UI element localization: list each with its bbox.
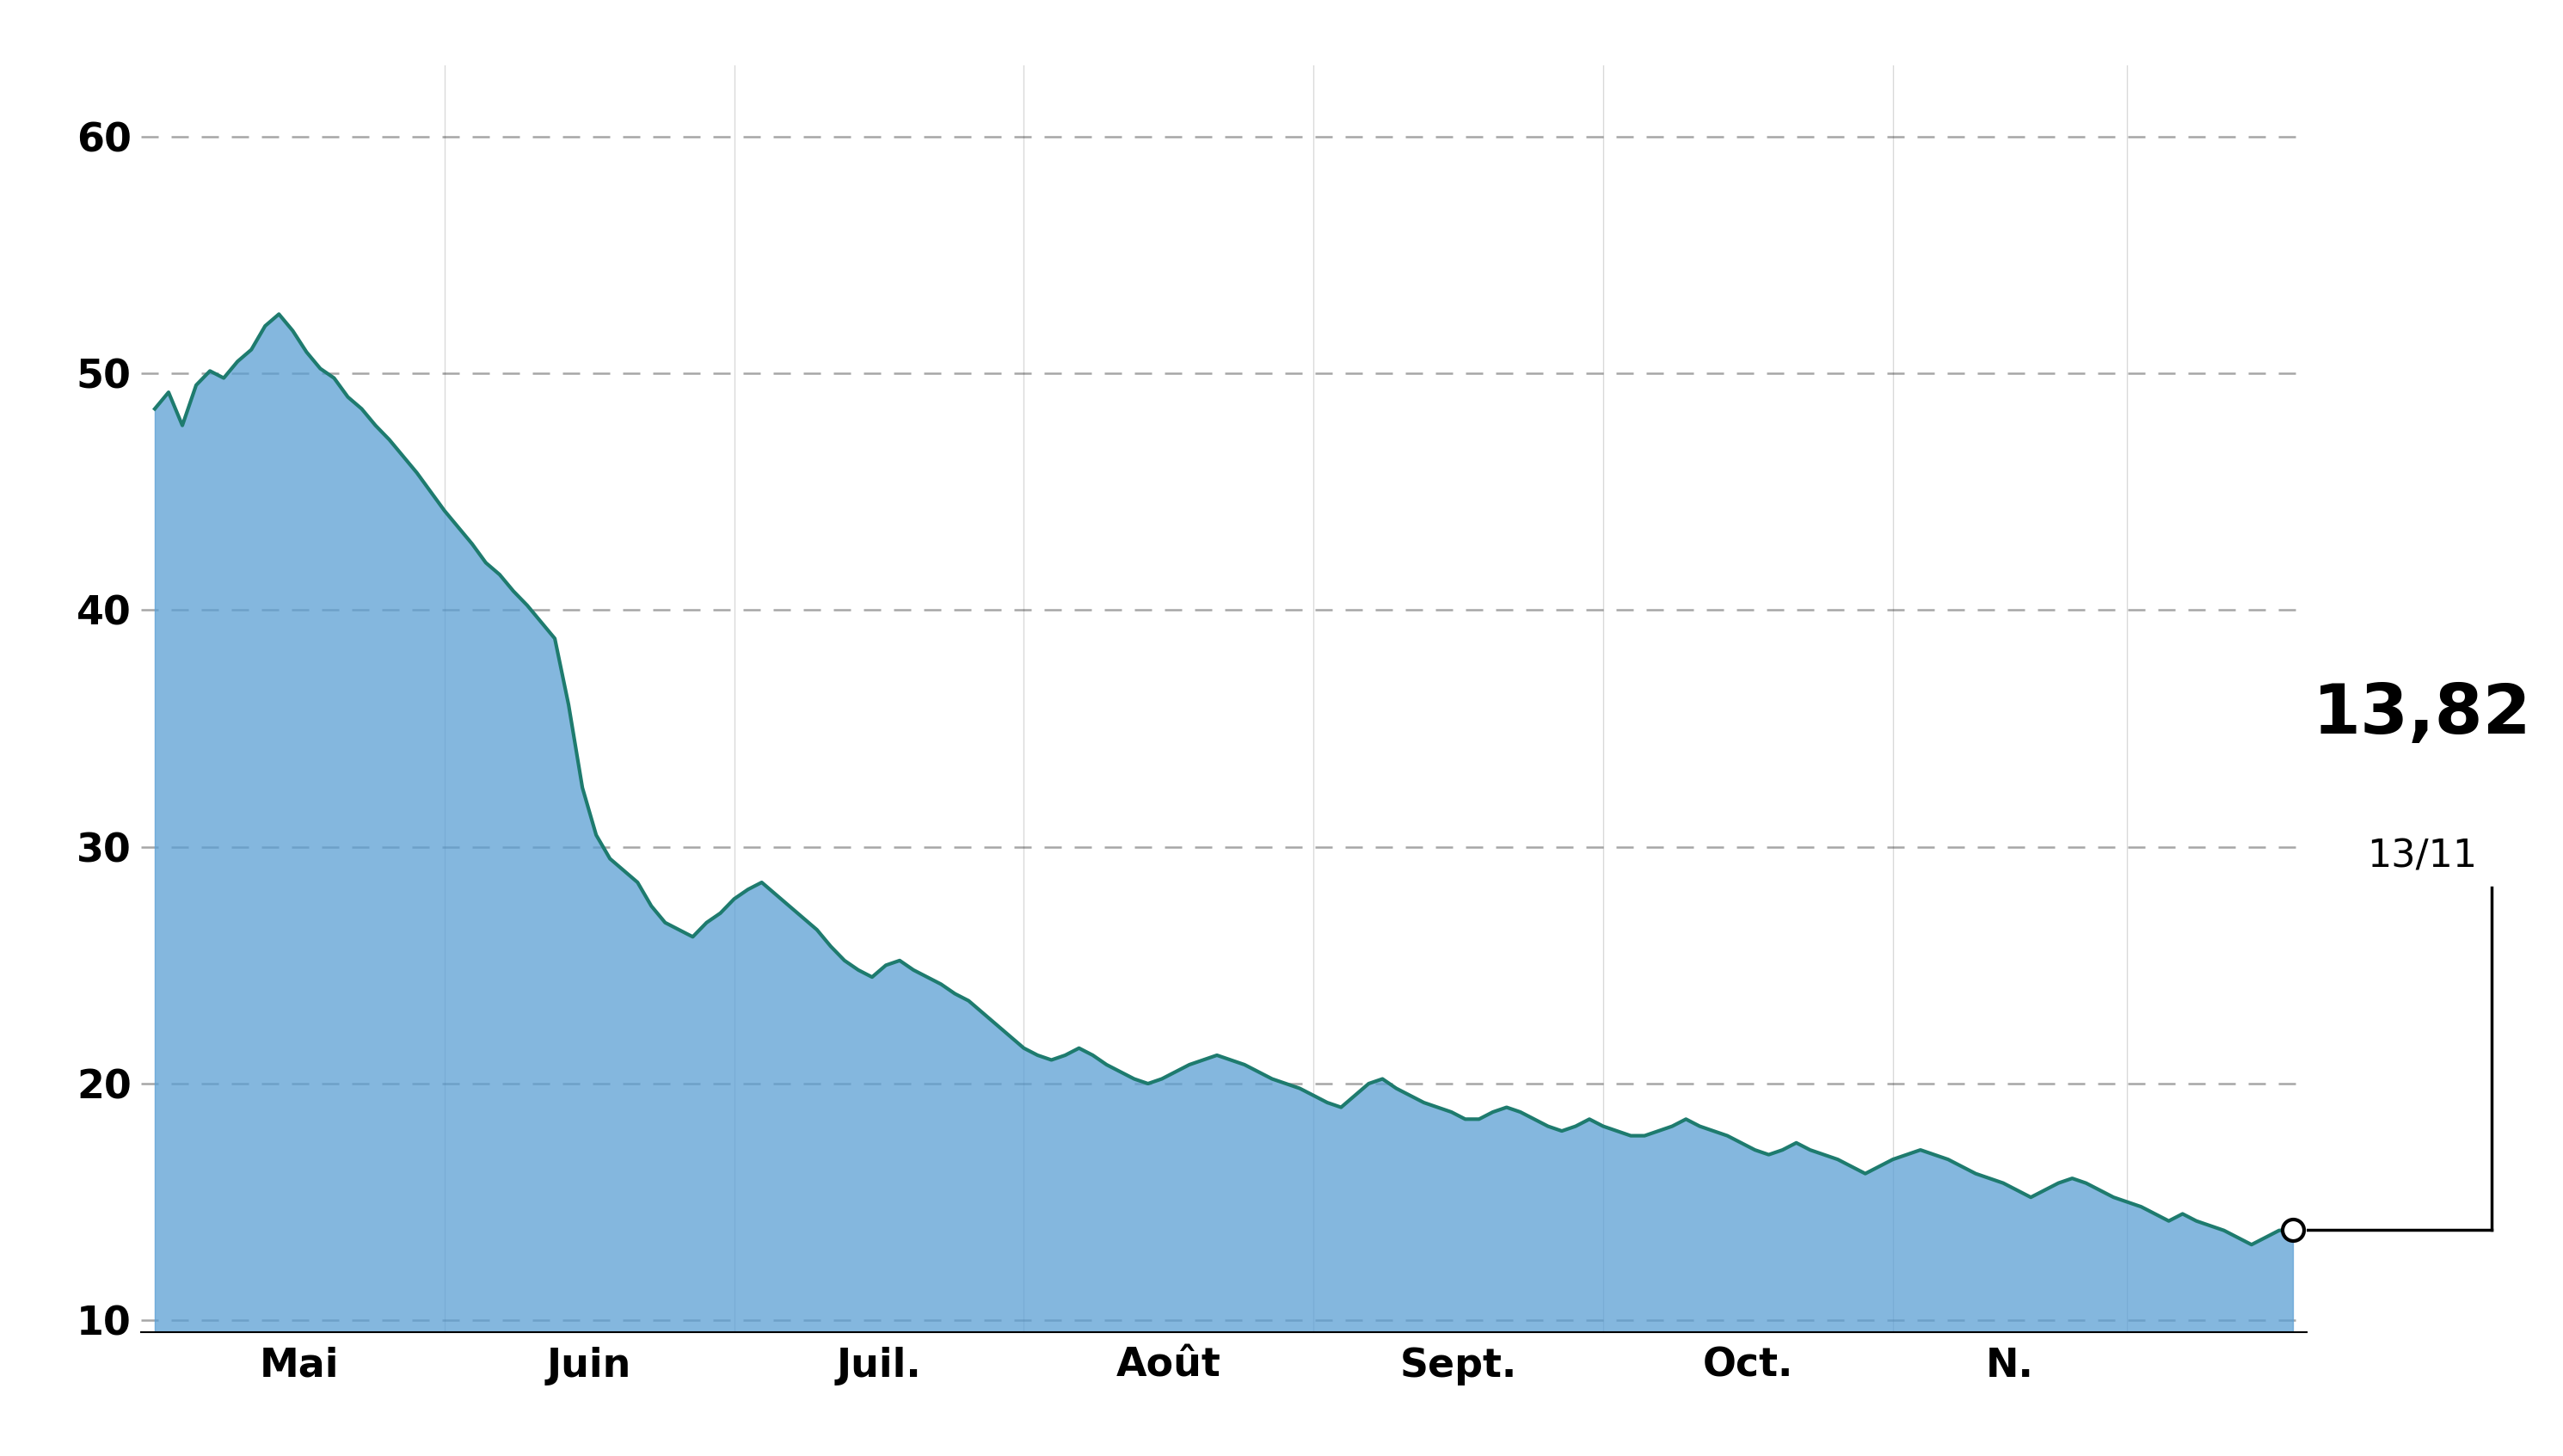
Text: 13,82: 13,82 xyxy=(2312,681,2532,748)
Text: SMA Solar Technology AG: SMA Solar Technology AG xyxy=(664,17,1899,102)
Text: 13/11: 13/11 xyxy=(2368,839,2476,875)
